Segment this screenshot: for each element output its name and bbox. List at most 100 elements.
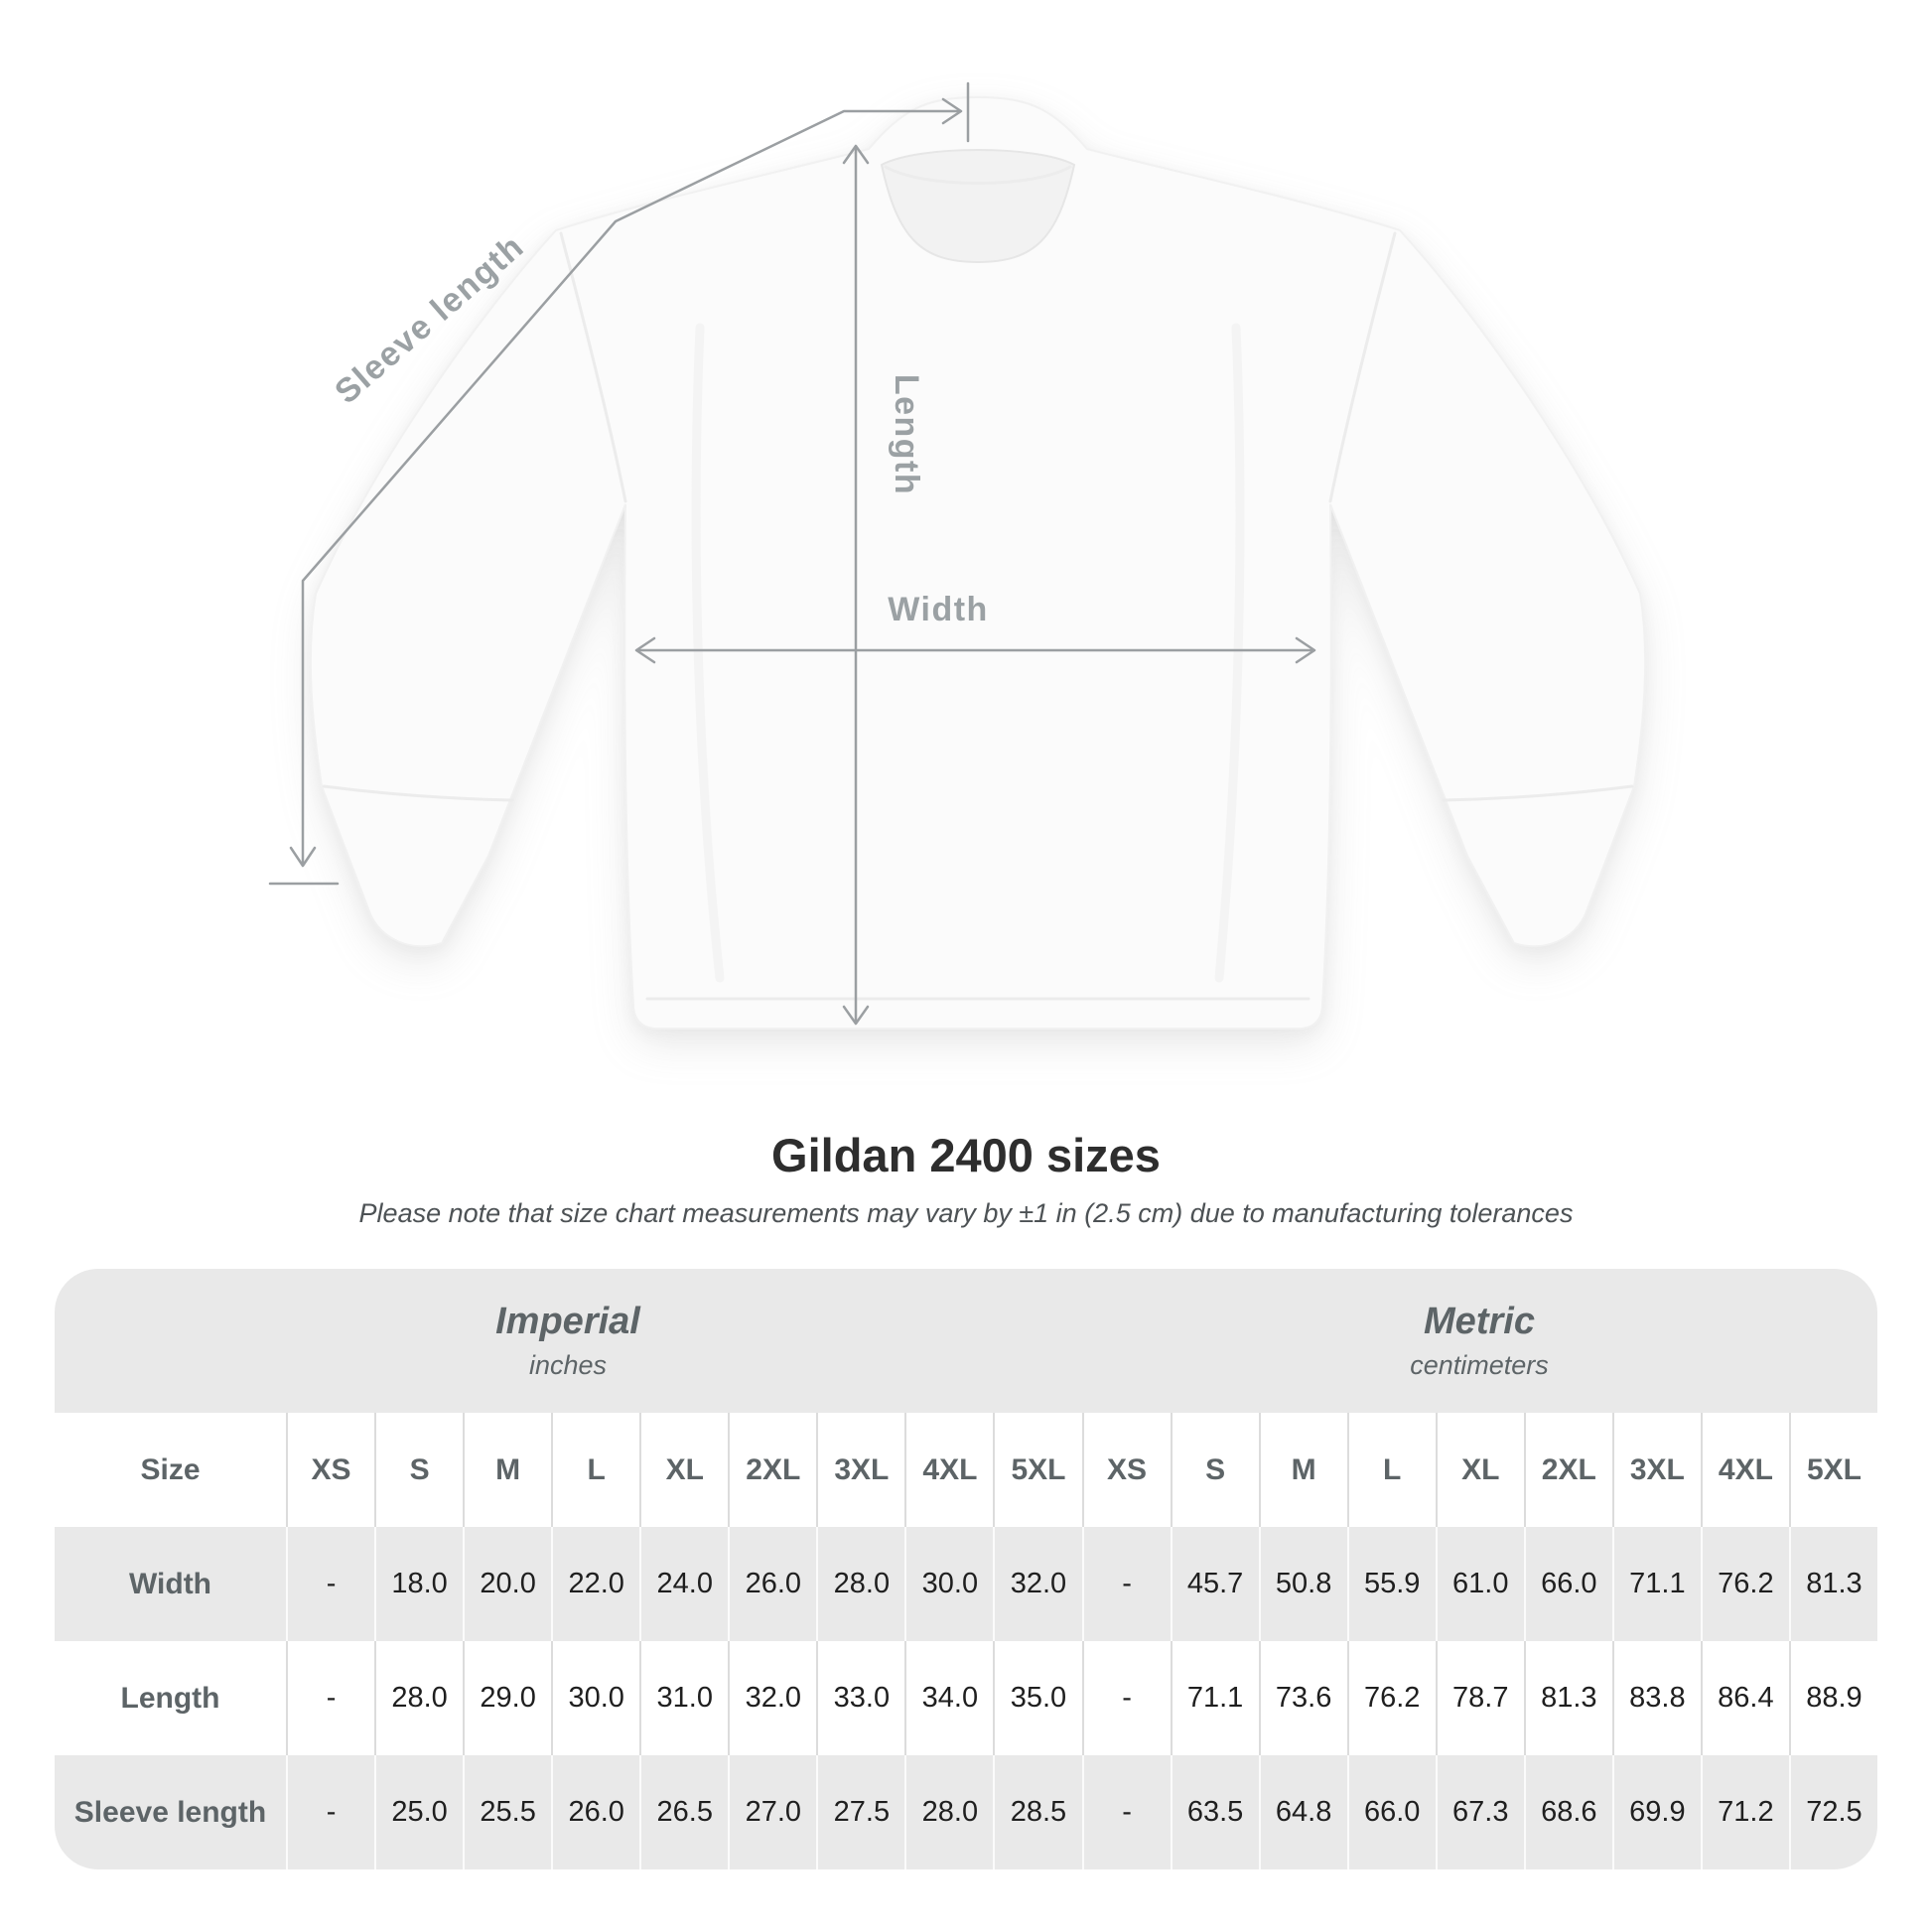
measurement-value: 76.2 [1700, 1527, 1789, 1641]
long-sleeve-shirt-illustration: Sleeve length Length Width [268, 81, 1647, 1030]
size-column-header: M [463, 1413, 551, 1527]
measurement-value: 71.2 [1700, 1755, 1789, 1869]
measurement-value: 88.9 [1788, 1641, 1877, 1755]
measurement-value: 68.6 [1523, 1755, 1612, 1869]
sleeve-length-arrow-right [941, 97, 963, 125]
unit-sub-imperial: inches [528, 1350, 608, 1380]
size-column-header: M [1258, 1413, 1347, 1527]
length-arrow-up [842, 144, 870, 165]
width-label: Width [888, 591, 989, 628]
measurement-value: 33.0 [816, 1641, 904, 1755]
size-column-header: 5XL [993, 1413, 1081, 1527]
measurement-value: 26.0 [728, 1527, 816, 1641]
measurement-value: 29.0 [463, 1641, 551, 1755]
measurement-value: 86.4 [1700, 1641, 1789, 1755]
measurement-value: 20.0 [463, 1527, 551, 1641]
measurement-value: 28.5 [993, 1755, 1081, 1869]
measurement-value: 27.0 [728, 1755, 816, 1869]
length-label: Length [888, 374, 925, 495]
size-column-header: 5XL [1788, 1413, 1877, 1527]
size-column-header: XS [286, 1413, 374, 1527]
measurement-value: 63.5 [1170, 1755, 1259, 1869]
size-column-header: XS [1081, 1413, 1171, 1527]
measurement-value: - [286, 1527, 374, 1641]
measurement-value: 83.8 [1611, 1641, 1701, 1755]
measurement-value: - [1081, 1527, 1171, 1641]
back-collar-seam [884, 165, 1072, 185]
size-header-row: Size XS S M L XL 2XL 3XL 4XL 5XL XS S M L XL 2XL 3XL 4XL 5… [55, 1413, 1877, 1527]
measurement-value: 76.2 [1346, 1641, 1436, 1755]
sleeve-length-line [301, 109, 961, 866]
size-column-header: XL [639, 1413, 728, 1527]
measurement-value: 61.0 [1435, 1527, 1524, 1641]
unit-header-row: Imperial inches Metric centimeters [55, 1269, 1877, 1413]
measurement-row-length: Length -28.0 29.0 30.0 31.0 32.0 33.0 34.0 35.0-… [55, 1641, 1877, 1755]
measurement-value: 31.0 [639, 1641, 728, 1755]
measurement-row-label: Width [128, 1567, 212, 1600]
unit-group-imperial: Imperial inches [55, 1269, 1081, 1413]
measurement-value: 32.0 [728, 1641, 816, 1755]
measurement-value: 25.5 [463, 1755, 551, 1869]
page-title: Gildan 2400 sizes [771, 1129, 1161, 1181]
measurement-value: 27.5 [816, 1755, 904, 1869]
sleeve-length-arrow-down [289, 846, 317, 868]
measurement-value: 81.3 [1788, 1527, 1877, 1641]
measurement-value: - [1081, 1641, 1171, 1755]
measurement-value: 30.0 [551, 1641, 639, 1755]
neck-opening [880, 149, 1076, 264]
size-table: Imperial inches Metric centimeters Size X… [55, 1269, 1877, 1869]
measurement-value: 28.0 [816, 1527, 904, 1641]
measurement-value: 18.0 [374, 1527, 463, 1641]
size-column-header: 4XL [1700, 1413, 1789, 1527]
measurement-value: 78.7 [1435, 1641, 1524, 1755]
right-cuff-seam [1442, 784, 1634, 802]
measurement-value: 30.0 [904, 1527, 993, 1641]
size-column-header: S [374, 1413, 463, 1527]
measurement-value: 26.5 [639, 1755, 728, 1869]
unit-name-imperial: Imperial [495, 1301, 640, 1342]
measurement-value: 64.8 [1258, 1755, 1347, 1869]
measurement-value: 66.0 [1346, 1755, 1436, 1869]
right-shoulder-seam [1328, 231, 1397, 503]
measurement-row-label: Sleeve length [73, 1795, 267, 1829]
size-column-header: 3XL [816, 1413, 904, 1527]
size-column-header: XL [1435, 1413, 1524, 1527]
size-column-header: 2XL [728, 1413, 816, 1527]
unit-name-metric: Metric [1424, 1301, 1535, 1342]
width-arrow-right [1295, 636, 1316, 664]
measurement-value: - [286, 1755, 374, 1869]
left-cuff-seam [322, 784, 514, 802]
measurement-value: 35.0 [993, 1641, 1081, 1755]
size-column-header: S [1170, 1413, 1259, 1527]
measurement-value: 71.1 [1611, 1527, 1701, 1641]
measurement-value: 26.0 [551, 1755, 639, 1869]
tolerance-note: Please note that size chart measurements… [358, 1198, 1574, 1228]
measurement-value: 25.0 [374, 1755, 463, 1869]
unit-group-metric: Metric centimeters [1081, 1269, 1877, 1413]
size-column-header: L [551, 1413, 639, 1527]
measurement-value: 22.0 [551, 1527, 639, 1641]
measurement-value: 81.3 [1523, 1641, 1612, 1755]
measurement-value: 32.0 [993, 1527, 1081, 1641]
size-column-header: 3XL [1611, 1413, 1701, 1527]
measurement-value: - [1081, 1755, 1171, 1869]
measurement-value: 69.9 [1611, 1755, 1701, 1869]
measurement-value: 28.0 [374, 1641, 463, 1755]
size-column-header: 2XL [1523, 1413, 1612, 1527]
measurement-value: - [286, 1641, 374, 1755]
measurement-value: 73.6 [1258, 1641, 1347, 1755]
measurement-value: 71.1 [1170, 1641, 1259, 1755]
measurement-value: 67.3 [1435, 1755, 1524, 1869]
measurement-row-label: Length [120, 1681, 220, 1715]
measurement-row-width: Width -18.0 20.0 22.0 24.0 26.0 28.0 30.0 32.0-4… [55, 1527, 1877, 1641]
left-shoulder-seam [559, 231, 627, 503]
measurement-value: 45.7 [1170, 1527, 1259, 1641]
measurement-value: 72.5 [1788, 1755, 1877, 1869]
measurement-row-sleeve-length: Sleeve length -25.0 25.5 26.0 26.5 27.0 27.5 28… [55, 1755, 1877, 1869]
measurement-value: 28.0 [904, 1755, 993, 1869]
measurement-value: 66.0 [1523, 1527, 1612, 1641]
measurement-value: 34.0 [904, 1641, 993, 1755]
size-column-header: L [1346, 1413, 1436, 1527]
shirt-silhouette [309, 95, 1647, 1030]
